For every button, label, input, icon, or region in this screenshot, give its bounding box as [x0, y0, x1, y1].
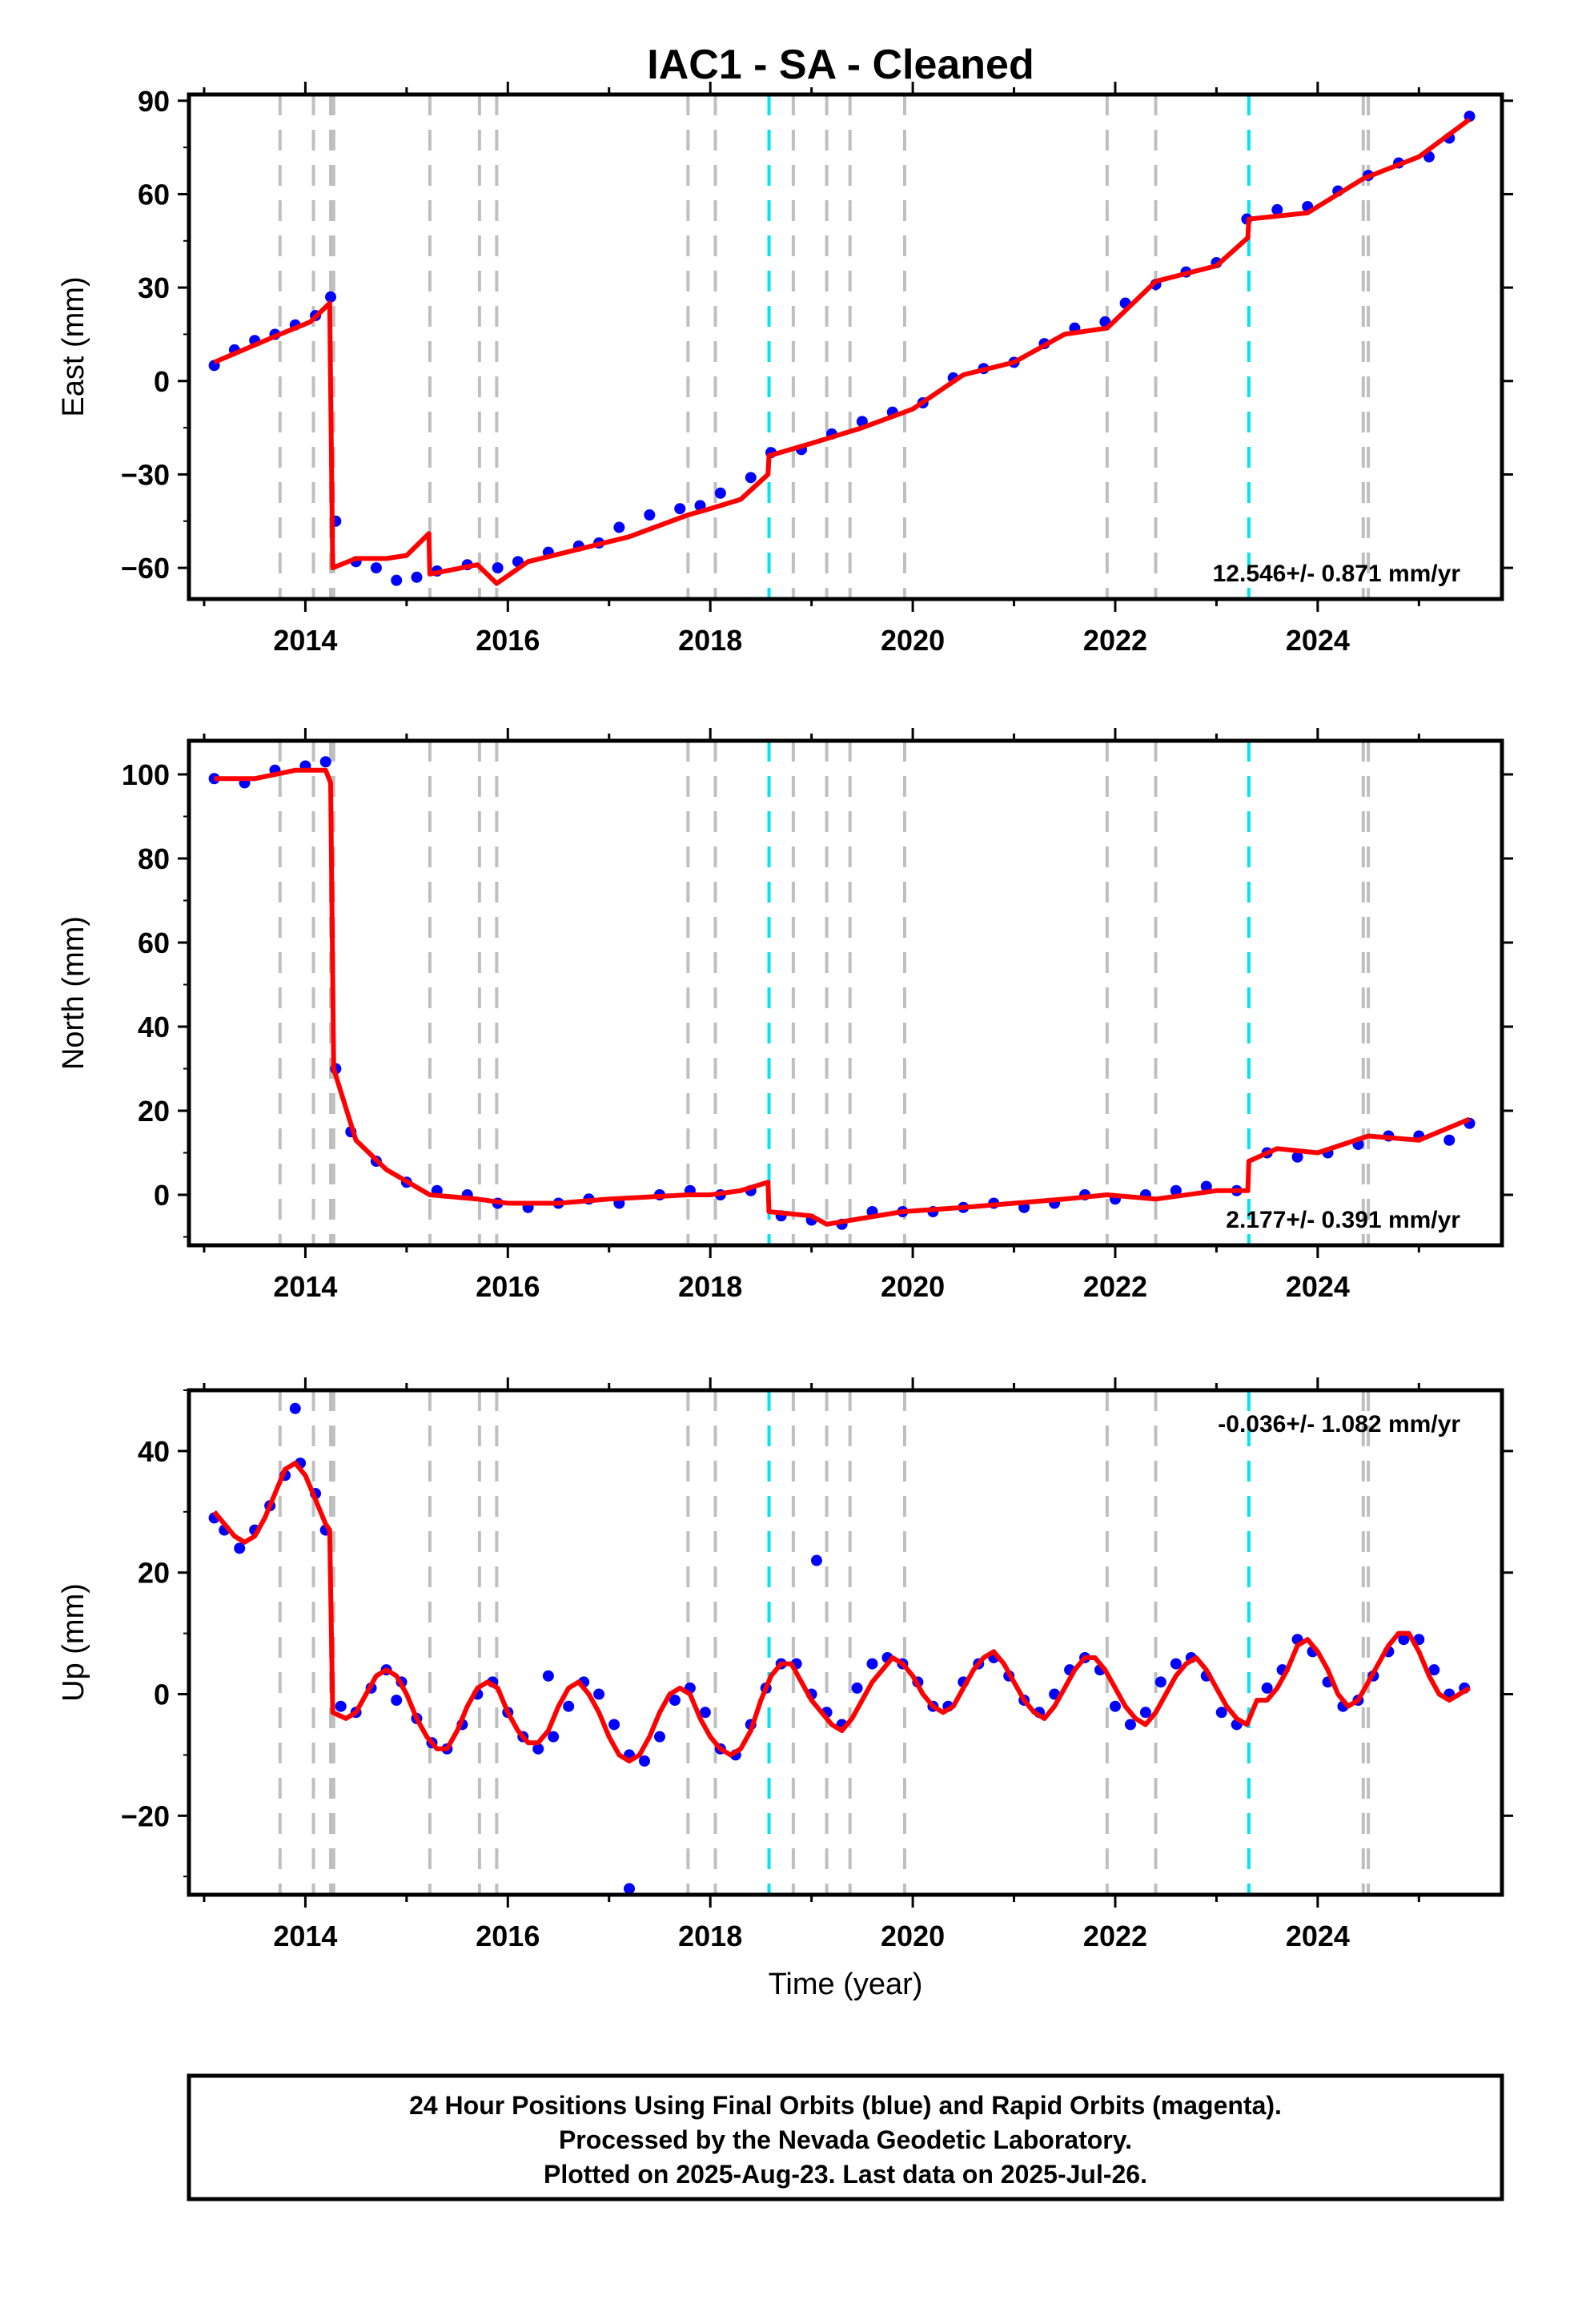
north-ytick-label: 60: [138, 927, 170, 959]
up-xtick-label: 2014: [273, 1920, 337, 1952]
north-xtick-label: 2024: [1286, 1270, 1350, 1303]
east-ytick-label: 0: [154, 365, 170, 398]
east-model-line: [213, 117, 1472, 586]
up-ytick-label: 40: [138, 1435, 170, 1468]
east-data-point: [714, 487, 726, 499]
east-xtick-label: 2014: [273, 624, 337, 657]
east-ytick-label: 60: [138, 178, 170, 211]
east-ylabel: East (mm): [57, 276, 90, 416]
up-data-point: [669, 1695, 681, 1707]
up-ytick-label: 0: [154, 1679, 170, 1711]
east-data-point: [745, 472, 757, 484]
up-data-point: [1109, 1700, 1121, 1712]
up-xtick-label: 2018: [678, 1920, 742, 1952]
up-data-point: [1261, 1682, 1273, 1694]
up-plot-frame: [187, 1388, 1504, 1897]
footer-line-3: Plotted on 2025-Aug-23. Last data on 202…: [544, 2160, 1147, 2189]
north-ytick-label: 20: [138, 1095, 170, 1128]
up-data-point: [1154, 1676, 1166, 1688]
east-data-point: [411, 571, 423, 583]
north-data-point: [1200, 1180, 1212, 1192]
up-data-point: [1398, 1634, 1410, 1646]
east-ytick-label: 30: [138, 271, 170, 304]
up-data-point: [335, 1700, 347, 1712]
north-ytick-label: 40: [138, 1011, 170, 1043]
up-data-point: [593, 1688, 605, 1700]
east-data-point: [613, 521, 625, 533]
north-model-line: [214, 767, 1471, 1227]
north-data-point: [1170, 1184, 1182, 1196]
up-xtick-label: 2022: [1083, 1920, 1147, 1952]
north-data-point: [1443, 1134, 1456, 1146]
up-data-point: [234, 1542, 246, 1554]
north-ytick-label: 0: [154, 1179, 170, 1212]
east-data-point: [674, 503, 686, 515]
up-xtick-label: 2020: [881, 1920, 945, 1952]
north-panel: 0 20 40 60 80 100 2014 2016 2018 2020 2022 2024 Nort…: [57, 728, 1513, 1303]
footer-line-1: 24 Hour Positions Using Final Orbits (bl…: [409, 2091, 1282, 2120]
x-axis-label: Time (year): [769, 1968, 923, 2001]
north-xtick-label: 2014: [273, 1270, 337, 1303]
east-rate-label: 12.546+/- 0.871 mm/yr: [1213, 561, 1461, 587]
up-data-point: [542, 1670, 554, 1682]
up-data-point: [699, 1707, 711, 1719]
up-data-point: [1170, 1658, 1182, 1670]
up-data-point: [563, 1700, 575, 1712]
figure-title: IAC1 - SA - Cleaned: [647, 42, 1034, 88]
up-data-point: [608, 1719, 620, 1731]
footer-box: [187, 2073, 1504, 2201]
up-data-point: [866, 1658, 878, 1670]
east-xtick-label: 2018: [678, 624, 742, 657]
east-xtick-label: 2024: [1286, 624, 1350, 657]
up-xtick-label: 2016: [476, 1920, 540, 1952]
north-rate-label: 2.177+/- 0.391 mm/yr: [1226, 1207, 1460, 1233]
east-ytick-label: −30: [121, 458, 170, 491]
north-ylabel: North (mm): [57, 916, 90, 1070]
north-xtick-label: 2016: [476, 1270, 540, 1303]
east-data-point: [325, 291, 337, 303]
north-data-point: [319, 756, 331, 768]
north-xtick-label: 2022: [1083, 1270, 1147, 1303]
north-xtick-label: 2020: [881, 1270, 945, 1303]
footer-line-2: Processed by the Nevada Geodetic Laborat…: [559, 2125, 1132, 2154]
up-data-point: [289, 1402, 301, 1414]
north-data-point: [1291, 1151, 1303, 1163]
north-ytick-label: 100: [122, 758, 170, 791]
up-ytick-label: −20: [121, 1799, 170, 1832]
up-data-point: [851, 1682, 863, 1694]
east-data-point: [1271, 203, 1283, 215]
up-data-point: [624, 1883, 636, 1895]
up-xtick-label: 2024: [1286, 1920, 1350, 1952]
east-data-point: [370, 562, 382, 574]
east-ytick-label: 90: [138, 85, 170, 118]
up-data-point: [548, 1731, 560, 1743]
up-panel: −20 0 20 40 2014 2016 2018 2020 2022 2024 Up (mm) -…: [57, 1377, 1513, 1952]
up-ylabel: Up (mm): [57, 1583, 90, 1702]
up-data-point: [639, 1755, 651, 1767]
up-ytick-label: 20: [138, 1557, 170, 1590]
north-xtick-label: 2018: [678, 1270, 742, 1303]
north-ytick-label: 80: [138, 842, 170, 875]
east-xtick-label: 2022: [1083, 624, 1147, 657]
up-data-point: [1139, 1707, 1151, 1719]
up-data-point: [391, 1695, 403, 1707]
up-data-point: [1124, 1719, 1136, 1731]
up-data-point: [1428, 1664, 1440, 1676]
north-plot-frame: [187, 738, 1504, 1248]
east-panel: −60 −30 0 30 60 90 2014 2016 2018 2020 2022 2024 Eas…: [57, 82, 1513, 657]
east-xtick-label: 2020: [881, 624, 945, 657]
east-data-point: [391, 574, 403, 586]
east-data-point: [492, 562, 504, 574]
east-plot-frame: [187, 92, 1504, 601]
up-data-point: [1215, 1707, 1227, 1719]
up-data-point: [810, 1554, 822, 1566]
up-data-point: [532, 1743, 544, 1755]
up-rate-label: -0.036+/- 1.082 mm/yr: [1218, 1411, 1460, 1437]
east-ytick-label: −60: [121, 552, 170, 585]
east-data-point: [644, 509, 656, 521]
up-model-line: [212, 1461, 1472, 1763]
east-xtick-label: 2016: [476, 624, 540, 657]
up-data-point: [653, 1731, 665, 1743]
